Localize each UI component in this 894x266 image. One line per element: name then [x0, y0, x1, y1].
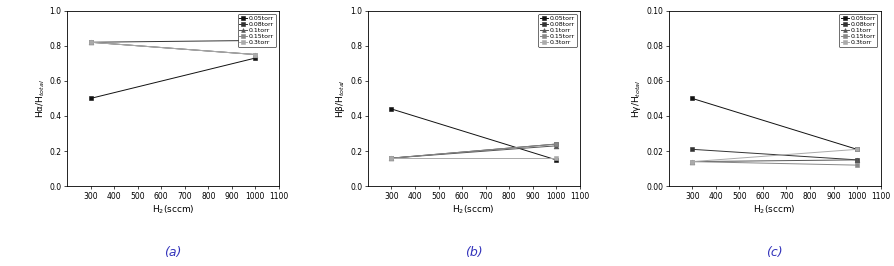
Legend: 0.05torr, 0.08torr, 0.1torr, 0.15torr, 0.3torr: 0.05torr, 0.08torr, 0.1torr, 0.15torr, 0… — [839, 14, 878, 47]
X-axis label: H$_2$(sccm): H$_2$(sccm) — [152, 203, 194, 216]
Legend: 0.05torr, 0.08torr, 0.1torr, 0.15torr, 0.3torr: 0.05torr, 0.08torr, 0.1torr, 0.15torr, 0… — [538, 14, 577, 47]
Text: (b): (b) — [465, 246, 483, 259]
Y-axis label: Hα/H$_{total}$: Hα/H$_{total}$ — [34, 79, 46, 118]
Legend: 0.05torr, 0.08torr, 0.1torr, 0.15torr, 0.3torr: 0.05torr, 0.08torr, 0.1torr, 0.15torr, 0… — [238, 14, 275, 47]
Y-axis label: Hβ/H$_{total}$: Hβ/H$_{total}$ — [334, 79, 348, 118]
Text: (a): (a) — [164, 246, 181, 259]
Text: (c): (c) — [766, 246, 783, 259]
X-axis label: H$_2$(sccm): H$_2$(sccm) — [452, 203, 495, 216]
X-axis label: H$_2$(sccm): H$_2$(sccm) — [754, 203, 796, 216]
Y-axis label: Hγ/H$_{total}$: Hγ/H$_{total}$ — [630, 79, 644, 118]
